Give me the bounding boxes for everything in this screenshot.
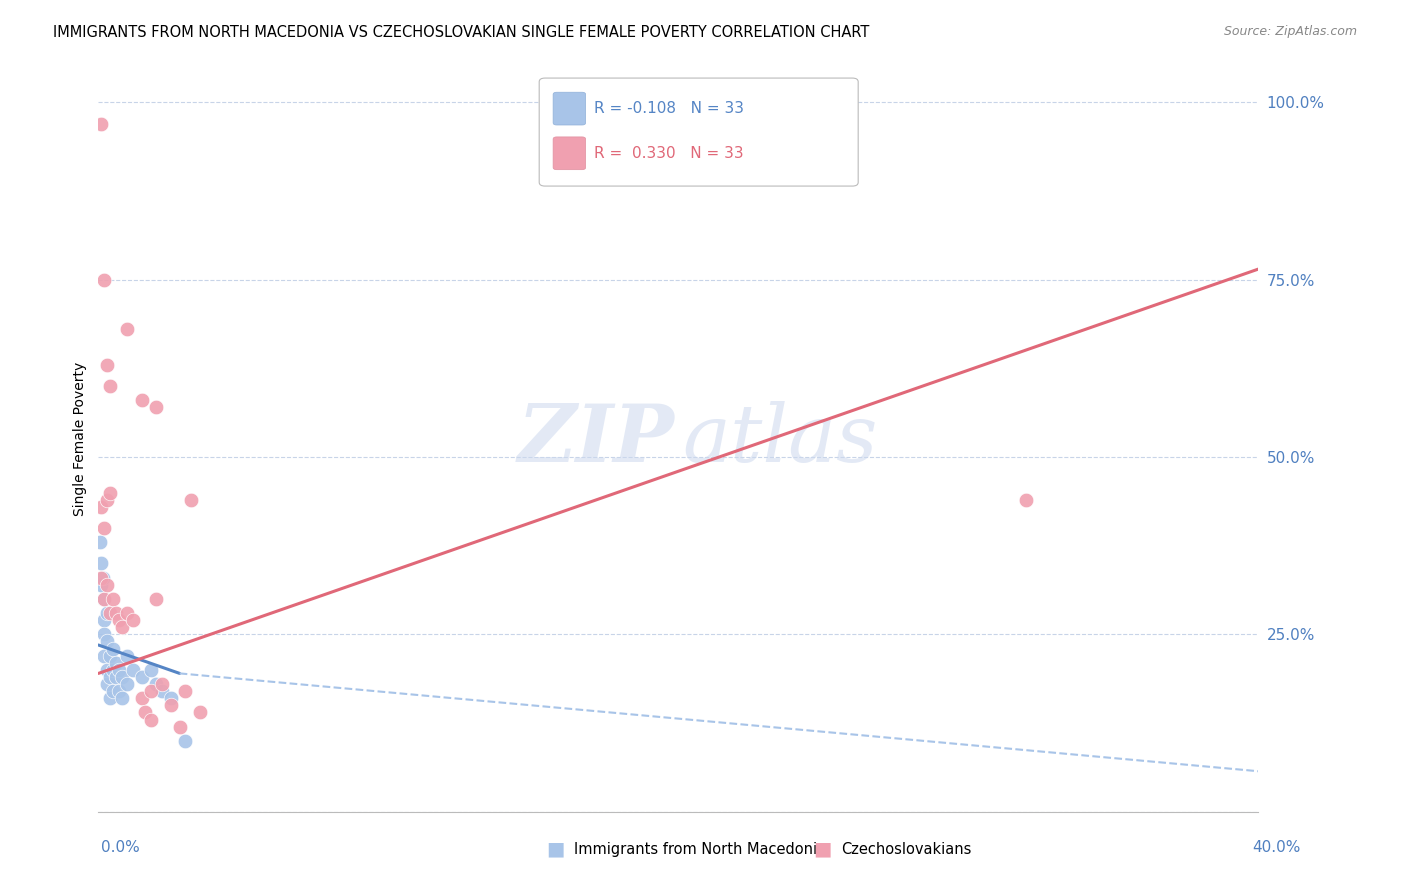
Text: R = -0.108   N = 33: R = -0.108 N = 33 [593,101,744,116]
Text: Immigrants from North Macedonia: Immigrants from North Macedonia [574,842,825,856]
Point [90,557,112,571]
Point [107,613,129,627]
Point [96,578,118,592]
Point [107,663,129,677]
Point [117,648,139,663]
Point [90,500,112,514]
Point [122,613,145,627]
Point [93,591,115,606]
Point [117,322,139,336]
FancyBboxPatch shape [540,78,858,186]
Point [174,684,197,698]
Point [101,591,124,606]
Point [107,684,129,698]
Point [131,393,153,408]
Point [150,677,173,691]
Point [188,706,211,720]
Point [90,117,112,131]
Text: Source: ZipAtlas.com: Source: ZipAtlas.com [1223,25,1357,38]
Point [169,720,191,734]
Point [160,691,183,706]
Point [111,691,132,706]
Point [96,358,118,372]
Point [96,634,118,648]
Point [98,485,121,500]
Point [122,663,145,677]
FancyBboxPatch shape [553,92,586,125]
Point [96,492,118,507]
Point [139,663,162,677]
Point [101,641,124,656]
Point [111,620,132,634]
Point [174,733,197,747]
Point [90,571,112,585]
Point [180,492,202,507]
Point [104,606,127,620]
Point [145,401,167,415]
Point [96,606,118,620]
Point [96,677,118,691]
Point [90,578,112,592]
Point [117,677,139,691]
Text: ■: ■ [813,839,832,859]
Y-axis label: Single Female Poverty: Single Female Poverty [73,362,87,516]
Point [98,670,121,684]
Point [104,670,127,684]
Point [98,648,121,663]
Point [98,379,121,393]
Point [98,606,121,620]
Point [93,273,115,287]
Point [134,706,156,720]
Point [160,698,183,713]
FancyBboxPatch shape [553,136,586,169]
Point [117,606,139,620]
Point [1015,492,1038,507]
Point [96,663,118,677]
Point [93,521,115,535]
Point [98,691,121,706]
Text: 40.0%: 40.0% [1253,840,1301,855]
Text: R =  0.330   N = 33: R = 0.330 N = 33 [593,145,744,161]
Point [93,648,115,663]
Point [91,571,114,585]
Text: atlas: atlas [682,401,877,478]
Point [131,691,153,706]
Text: 0.0%: 0.0% [101,840,141,855]
Point [150,684,173,698]
Point [145,677,167,691]
Point [131,670,153,684]
Text: IMMIGRANTS FROM NORTH MACEDONIA VS CZECHOSLOVAKIAN SINGLE FEMALE POVERTY CORRELA: IMMIGRANTS FROM NORTH MACEDONIA VS CZECH… [53,25,870,40]
Point [104,656,127,670]
Point [101,663,124,677]
Point [93,591,115,606]
Point [101,684,124,698]
Point [145,591,167,606]
Text: Czechoslovakians: Czechoslovakians [841,842,972,856]
Text: ZIP: ZIP [517,401,675,478]
Point [93,627,115,641]
Point [139,713,162,727]
Point [139,684,162,698]
Point [93,613,115,627]
Point [111,670,132,684]
Text: ■: ■ [546,839,565,859]
Point [89,535,111,549]
